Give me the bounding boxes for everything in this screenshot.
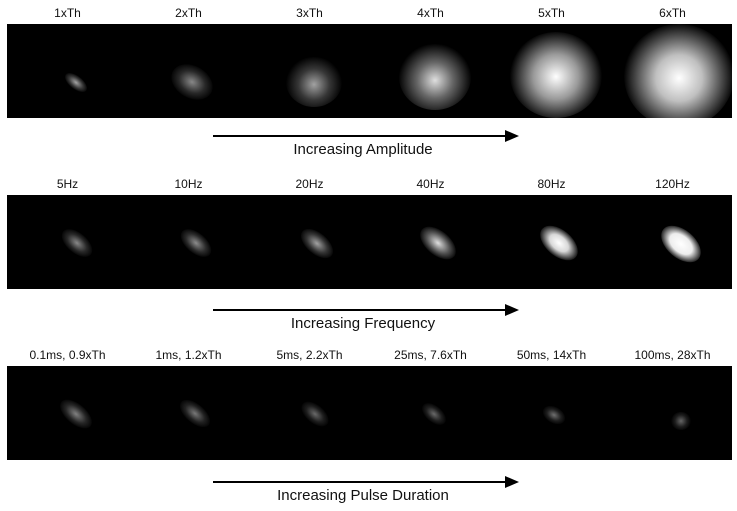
pulse-duration-caption: Increasing Pulse Duration: [277, 487, 449, 504]
amplitude-label-2: 2xTh: [175, 6, 202, 20]
phosphene-blob: [399, 44, 471, 110]
phosphene-blob: [414, 220, 462, 266]
frequency-label-5: 80Hz: [537, 177, 566, 191]
phosphene-blob: [295, 223, 339, 264]
pulse-duration-label-2: 1ms, 1.2xTh: [155, 348, 222, 362]
phosphene-blob: [533, 218, 585, 268]
amplitude-label-6: 6xTh: [659, 6, 686, 20]
frequency-label-1: 5Hz: [56, 177, 79, 191]
phosphene-blob: [56, 223, 98, 263]
pulse-duration-label-1: 0.1ms, 0.9xTh: [29, 348, 106, 362]
frequency-label-4: 40Hz: [416, 177, 445, 191]
pulse-duration-arrow: [213, 476, 519, 488]
frequency-caption: Increasing Frequency: [290, 315, 436, 332]
phosphene-blob: [55, 394, 97, 434]
phosphene-blob: [418, 398, 450, 430]
pulse-duration-label-5: 50ms, 14xTh: [516, 348, 587, 362]
amplitude-label-4: 4xTh: [417, 6, 444, 20]
amplitude-label-5: 5xTh: [538, 6, 565, 20]
phosphene-blob: [671, 412, 691, 430]
frequency-label-6: 120Hz: [655, 177, 690, 191]
amplitude-labels: 1xTh 2xTh 3xTh 4xTh 5xTh 6xTh: [7, 5, 732, 21]
phosphene-blob: [61, 69, 91, 96]
phosphene-blob: [175, 394, 215, 433]
frequency-label-3: 20Hz: [295, 177, 324, 191]
pulse-duration-label-4: 25ms, 7.6xTh: [394, 348, 467, 362]
amplitude-image-strip: [7, 24, 732, 118]
pulse-duration-image-strip: [7, 366, 732, 460]
phosphene-blob: [539, 402, 569, 428]
frequency-image-strip: [7, 195, 732, 289]
amplitude-caption: Increasing Amplitude: [293, 141, 433, 158]
frequency-arrow: [213, 304, 519, 316]
pulse-duration-label-3: 5ms, 2.2xTh: [276, 348, 343, 362]
pulse-duration-labels: 0.1ms, 0.9xTh 1ms, 1.2xTh 5ms, 2.2xTh 25…: [7, 347, 732, 363]
phosphene-blob: [175, 223, 217, 263]
phosphene-blob: [510, 32, 602, 118]
amplitude-arrow: [213, 130, 519, 142]
phosphene-blob: [296, 396, 334, 432]
frequency-label-2: 10Hz: [174, 177, 203, 191]
phosphene-blob: [624, 24, 732, 118]
phosphene-blob: [286, 57, 342, 107]
phosphene-blob: [164, 57, 220, 107]
phosphene-blob: [654, 218, 708, 270]
amplitude-label-1: 1xTh: [54, 6, 81, 20]
frequency-labels: 5Hz 10Hz 20Hz 40Hz 80Hz 120Hz: [7, 176, 732, 192]
amplitude-label-3: 3xTh: [296, 6, 323, 20]
pulse-duration-label-6: 100ms, 28xTh: [634, 348, 711, 362]
